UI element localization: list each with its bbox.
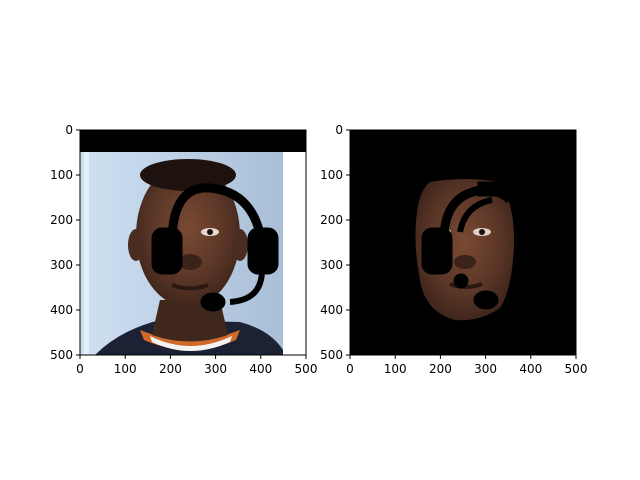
- right-x-tick-label: 500: [565, 362, 588, 376]
- right-y-tick-label: 0: [335, 123, 343, 137]
- right-image: [350, 130, 576, 355]
- left-x-tick-label: 500: [295, 362, 318, 376]
- headset-overlay: [151, 183, 279, 312]
- right-y-tick-label: 200: [320, 213, 343, 227]
- left-image: [80, 130, 306, 355]
- top-black-band: [80, 130, 306, 152]
- right-y-tick-label: 100: [320, 168, 343, 182]
- left-x-tick-label: 400: [249, 362, 272, 376]
- right-y-tick-label: 300: [320, 258, 343, 272]
- right-x-tick-label: 100: [384, 362, 407, 376]
- right-x-tick-label: 300: [474, 362, 497, 376]
- left-y-tick-label: 500: [50, 348, 73, 362]
- left-y-tick-label: 200: [50, 213, 73, 227]
- right-y-tick-label: 400: [320, 303, 343, 317]
- left-y-tick-label: 300: [50, 258, 73, 272]
- right-axes-frame: [349, 129, 577, 356]
- headset-mask: [421, 181, 519, 310]
- left-y-tick-label: 0: [65, 123, 73, 137]
- left-y-tick-label: 400: [50, 303, 73, 317]
- left-axes-frame: [79, 129, 307, 356]
- left-x-tick-label: 0: [76, 362, 84, 376]
- segmented-face: [415, 179, 515, 321]
- left-x-tick-label: 300: [204, 362, 227, 376]
- left-y-tick-label: 100: [50, 168, 73, 182]
- right-x-tick-label: 0: [346, 362, 354, 376]
- right-x-tick-label: 200: [429, 362, 452, 376]
- left-x-tick-label: 200: [159, 362, 182, 376]
- right-x-tick-label: 400: [519, 362, 542, 376]
- right-y-tick-label: 500: [320, 348, 343, 362]
- left-x-tick-label: 100: [114, 362, 137, 376]
